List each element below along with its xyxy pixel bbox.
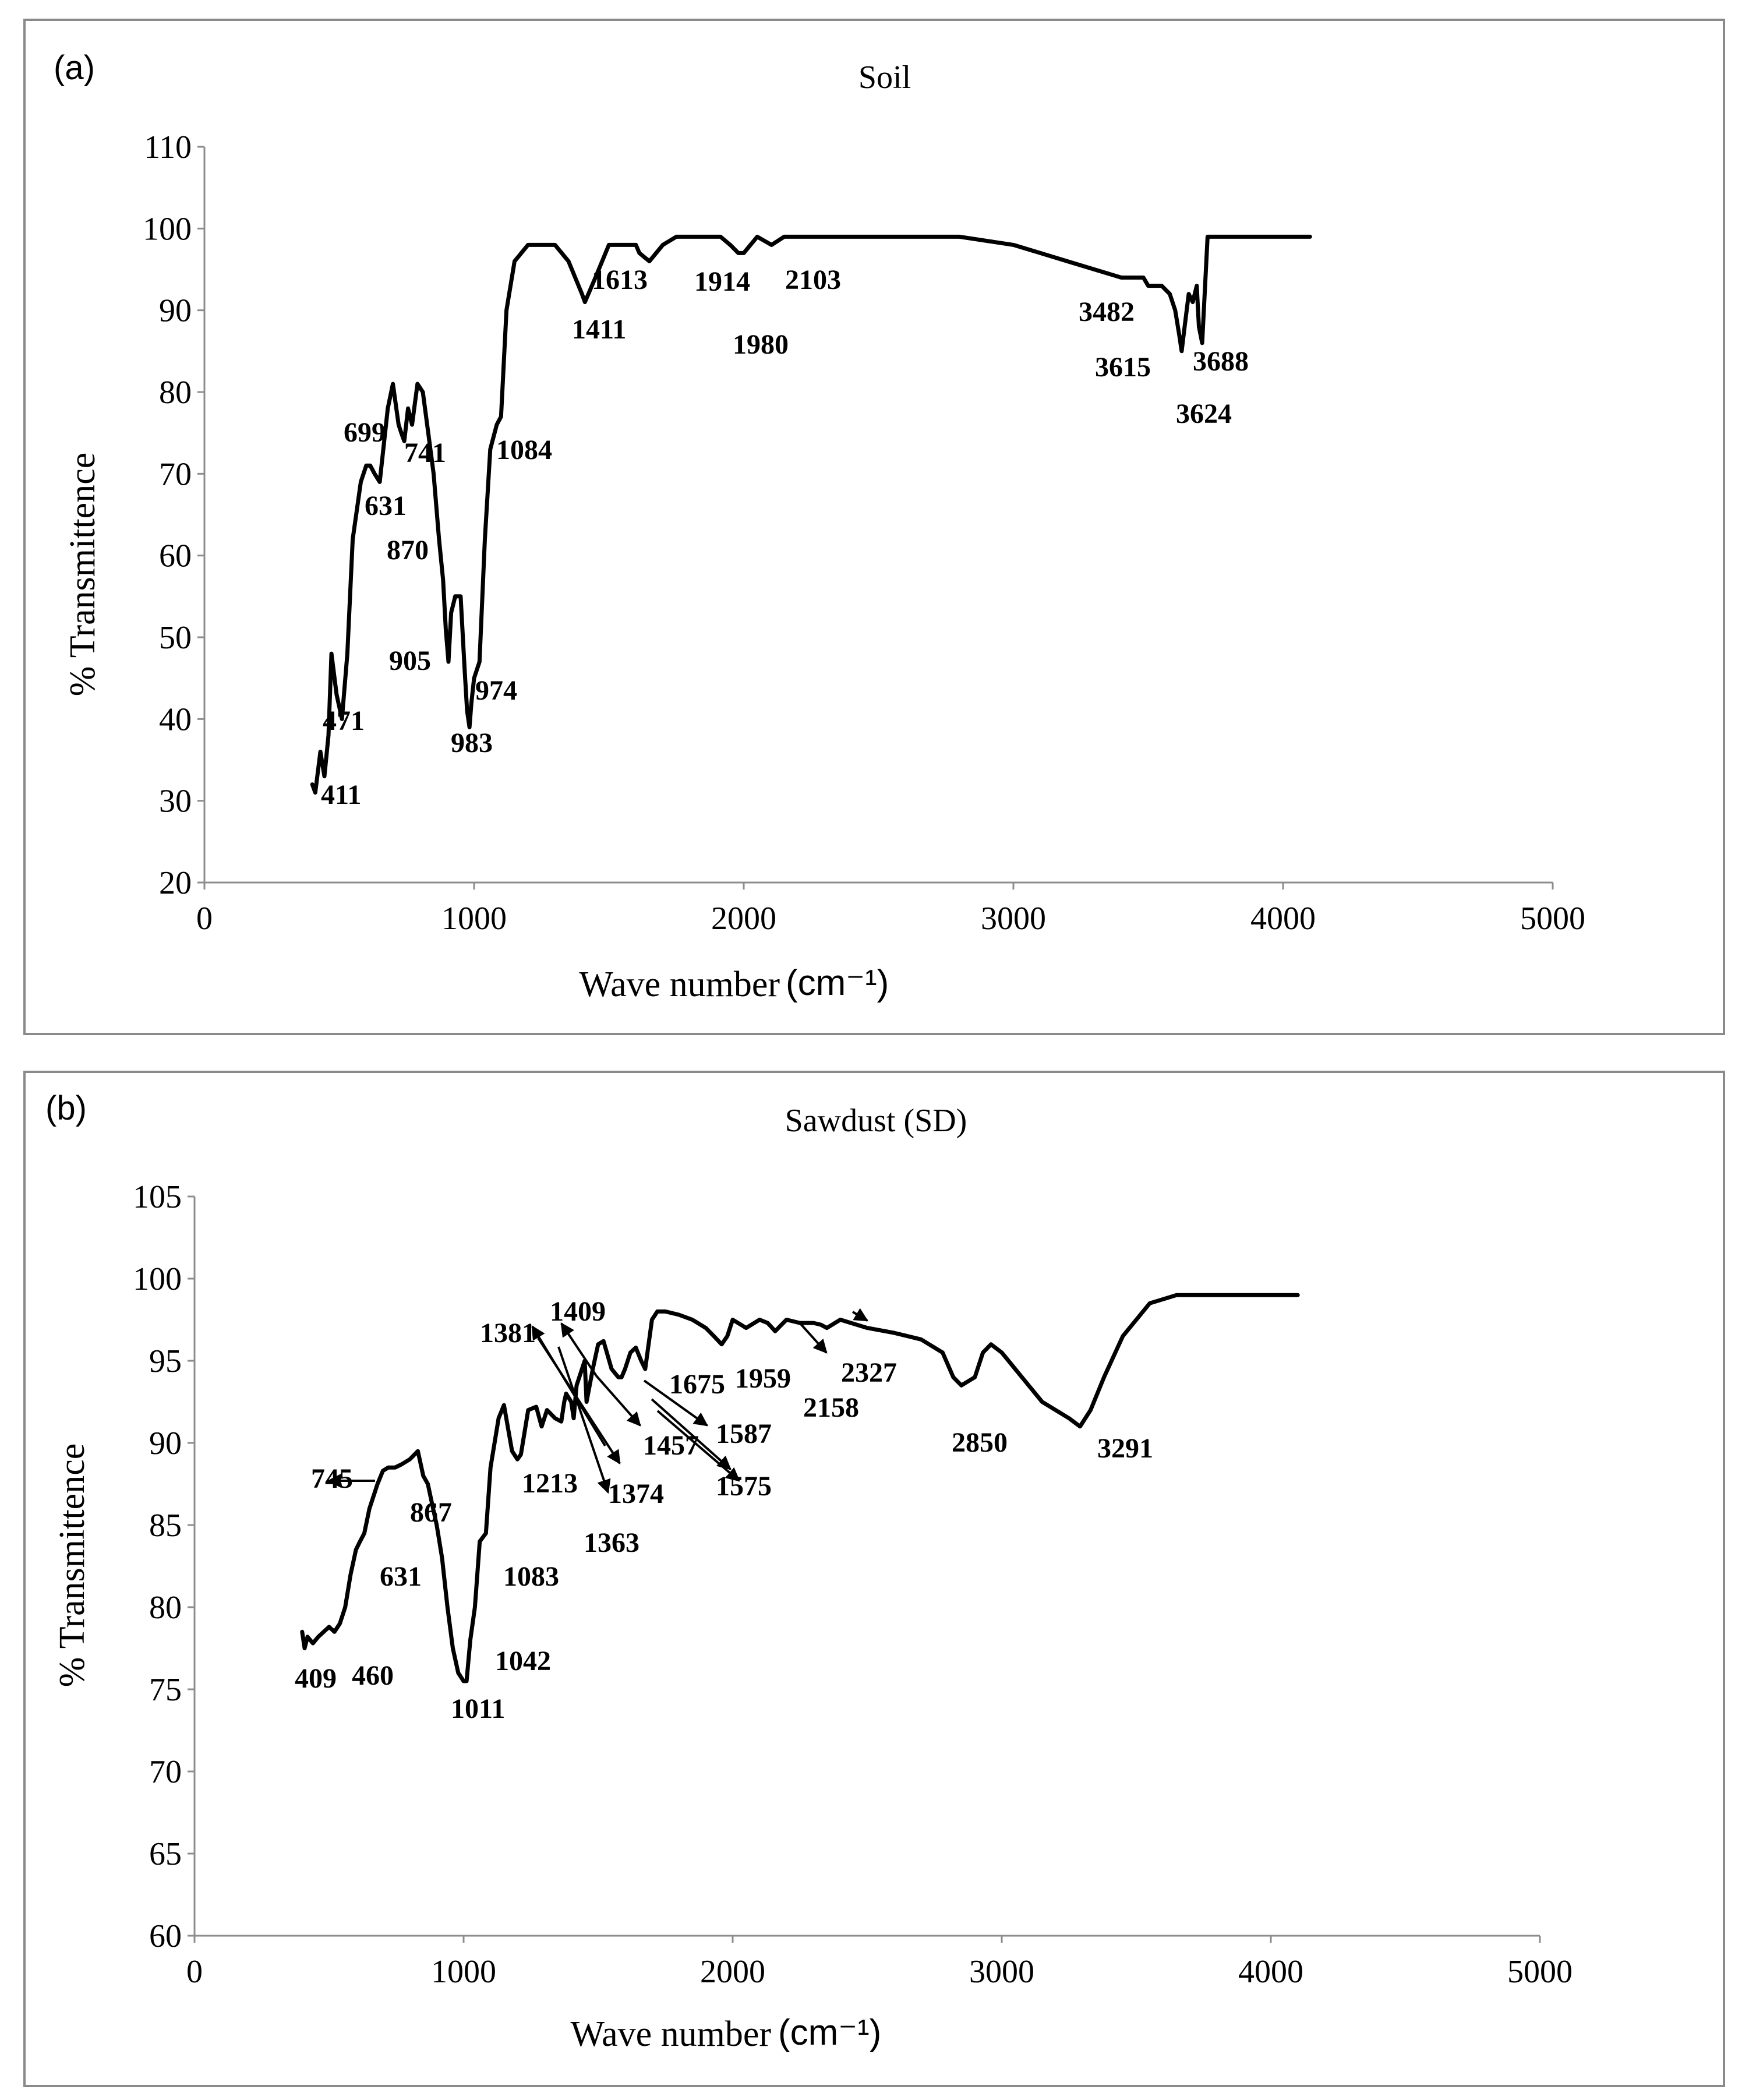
y-tick-label: 95	[149, 1343, 182, 1379]
peak-label: 905	[389, 645, 431, 676]
peak-label: 1374	[608, 1478, 664, 1509]
peak-label: 2158	[803, 1392, 859, 1423]
panel-b-sawdust: (b) Sawdust (SD) 60 65 70 75 80 85 90 95 100 105 0…	[23, 1071, 1725, 2087]
peak-label: 1959	[735, 1363, 791, 1394]
peak-label: 1914	[694, 266, 750, 297]
peak-label: 745	[311, 1463, 353, 1494]
y-tick-label: 90	[149, 1425, 182, 1462]
y-tick-label: 50	[159, 620, 192, 656]
panel-label-a: (a)	[54, 49, 95, 87]
peak-label: 2103	[785, 264, 841, 295]
peak-label: 1409	[550, 1296, 606, 1327]
x-axis-title: Wave number	[571, 2014, 772, 2054]
peak-label: 631	[365, 490, 407, 521]
y-tick-label: 60	[159, 538, 192, 574]
y-tick-label: 85	[149, 1508, 182, 1544]
y-tick-label: 110	[144, 129, 192, 165]
peak-label: 3615	[1095, 352, 1151, 383]
peak-label: 1042	[495, 1646, 551, 1677]
chart-title-sawdust: Sawdust (SD)	[785, 1103, 967, 1139]
peak-label: 1213	[522, 1468, 578, 1499]
x-tick-label: 3000	[969, 1954, 1034, 1990]
peak-label: 1084	[496, 435, 552, 465]
chart-title-soil: Soil	[858, 59, 911, 96]
peak-label: 983	[451, 728, 493, 758]
peak-label: 741	[404, 437, 446, 468]
peak-label: 974	[475, 675, 517, 706]
y-tick-label: 70	[159, 456, 192, 492]
y-tick-label: 90	[159, 293, 192, 329]
peak-label: 1613	[592, 264, 648, 295]
x-tick-label: 3000	[981, 901, 1046, 937]
peak-label: 1011	[451, 1693, 505, 1724]
annotation-arrow	[643, 1379, 708, 1427]
x-tick-label: 2000	[711, 901, 776, 937]
annotation-arrow	[651, 1398, 732, 1470]
x-tick-label: 4000	[1238, 1954, 1303, 1990]
x-axis-unit: (cm⁻¹)	[778, 2013, 881, 2053]
x-tick-label: 4000	[1250, 901, 1316, 937]
soil-chart: (a) Soil 20 30 40 50 60 70 80 90 100 110 0 1000 2000…	[54, 49, 1585, 1004]
peak-label: 1411	[572, 314, 626, 345]
peak-label: 1675	[669, 1369, 725, 1400]
y-tick-label: 20	[159, 865, 192, 901]
x-tick-label: 5000	[1520, 901, 1585, 937]
y-tick-label: 60	[149, 1918, 182, 1954]
annotation-arrow	[531, 1325, 606, 1447]
x-tick-label: 2000	[700, 1954, 765, 1990]
peak-label: 2327	[841, 1357, 897, 1388]
peak-label: 699	[344, 417, 386, 448]
panel-a-soil: (a) Soil 20 30 40 50 60 70 80 90 100 110 0 1000 2000…	[23, 19, 1725, 1035]
peak-label: 409	[295, 1663, 337, 1694]
y-axis-title: % Transmittence	[52, 1443, 92, 1687]
y-tick-label: 30	[159, 783, 192, 820]
annotation-arrow	[560, 1322, 598, 1377]
x-tick-label: 0	[186, 1954, 203, 1990]
y-tick-label: 100	[143, 211, 192, 247]
peak-label: 1381	[480, 1318, 536, 1349]
y-tick-label: 80	[159, 375, 192, 411]
peak-label: 1980	[733, 329, 789, 360]
peak-label: 411	[321, 779, 361, 810]
y-tick-label: 80	[149, 1590, 182, 1626]
y-tick-label: 100	[133, 1261, 182, 1297]
peak-label: 870	[387, 535, 429, 566]
peak-label: 3291	[1097, 1433, 1153, 1464]
peak-label: 3482	[1079, 297, 1135, 327]
peak-label: 867	[410, 1497, 452, 1528]
x-axis-unit: (cm⁻¹)	[786, 963, 889, 1003]
x-tick-label: 1000	[441, 901, 507, 937]
x-tick-label: 1000	[431, 1954, 496, 1990]
peak-label: 1457	[643, 1430, 699, 1461]
peak-label: 631	[380, 1561, 422, 1592]
y-tick-label: 40	[159, 701, 192, 737]
peak-label: 1575	[716, 1471, 772, 1502]
sawdust-spectrum-line	[300, 1293, 1300, 1683]
peak-label: 471	[323, 705, 365, 736]
peak-label: 3688	[1193, 346, 1249, 377]
sawdust-chart: (b) Sawdust (SD) 60 65 70 75 80 85 90 95 100 105 0…	[45, 1089, 1573, 2054]
annotation-arrow	[557, 1346, 611, 1494]
peak-label: 460	[352, 1660, 394, 1691]
annotation-arrow	[851, 1308, 869, 1322]
peak-label: 2850	[952, 1427, 1008, 1458]
y-tick-label: 75	[149, 1672, 182, 1708]
peak-label: 3624	[1176, 398, 1232, 429]
annotation-arrow	[656, 1410, 740, 1482]
peak-label: 1083	[503, 1561, 559, 1592]
annotation-arrow	[595, 1375, 641, 1427]
soil-spectrum-line	[310, 234, 1312, 795]
annotation-arrow	[799, 1322, 828, 1354]
panel-label-b: (b)	[45, 1089, 87, 1127]
y-tick-label: 70	[149, 1754, 182, 1790]
x-tick-label: 5000	[1507, 1954, 1573, 1990]
peak-label: 1587	[716, 1418, 772, 1449]
x-axis-title: Wave number	[580, 965, 780, 1004]
y-axis-title: % Transmittence	[63, 453, 103, 696]
y-tick-label: 105	[133, 1179, 182, 1215]
y-tick-label: 65	[149, 1836, 182, 1872]
x-tick-label: 0	[196, 901, 213, 937]
peak-label: 1363	[584, 1527, 639, 1558]
